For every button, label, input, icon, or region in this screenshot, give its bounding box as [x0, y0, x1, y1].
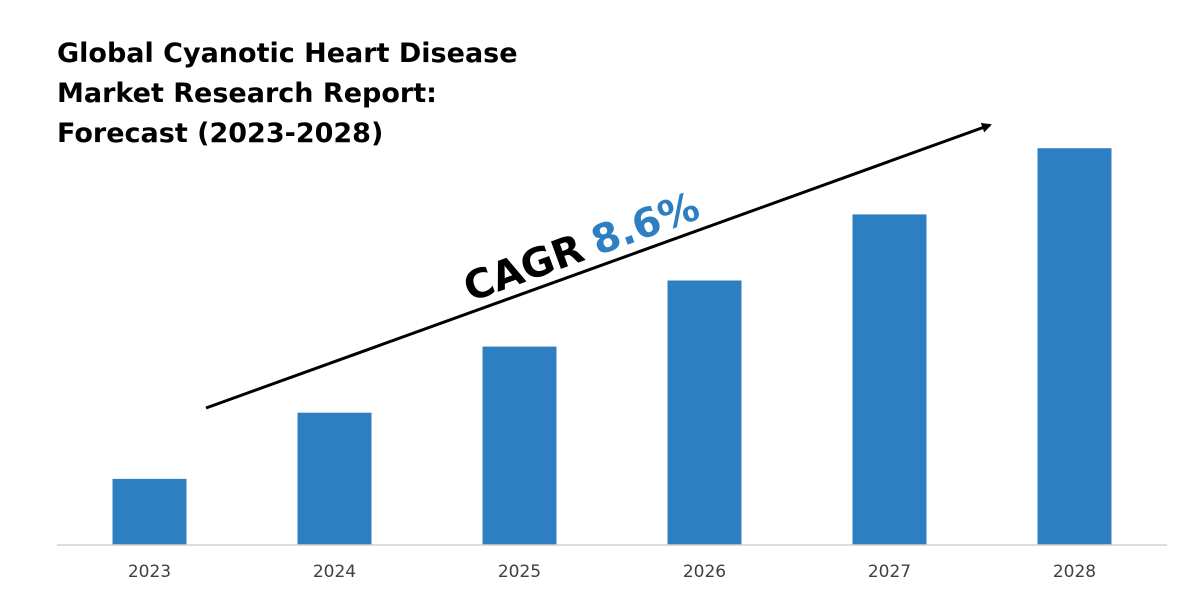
bar-2026	[667, 280, 742, 545]
chart-title-line-2: Market Research Report:	[57, 78, 437, 109]
chart-title-line-1: Global Cyanotic Heart Disease	[57, 38, 518, 69]
x-tick-label-2023: 2023	[128, 562, 171, 582]
x-axis-tick-labels: 2023 2024 2025 2026 2027 2028	[128, 562, 1096, 582]
x-tick-label-2027: 2027	[868, 562, 911, 582]
growth-arrow	[205, 123, 992, 410]
bar-2025	[482, 346, 557, 545]
bar-2024	[297, 412, 372, 545]
x-tick-label-2028: 2028	[1053, 562, 1096, 582]
x-tick-label-2026: 2026	[683, 562, 726, 582]
chart-title-line-3: Forecast (2023-2028)	[57, 118, 383, 149]
x-tick-label-2025: 2025	[498, 562, 541, 582]
bar-series	[112, 148, 1112, 545]
bar-2023	[112, 478, 187, 545]
chart-title: Global Cyanotic Heart Disease Market Res…	[57, 38, 518, 149]
bar-2028	[1037, 148, 1112, 545]
x-tick-label-2024: 2024	[313, 562, 356, 582]
cagr-label: CAGR	[458, 226, 590, 312]
bar-2027	[852, 214, 927, 545]
cagr-value: 8.6%	[585, 184, 705, 265]
